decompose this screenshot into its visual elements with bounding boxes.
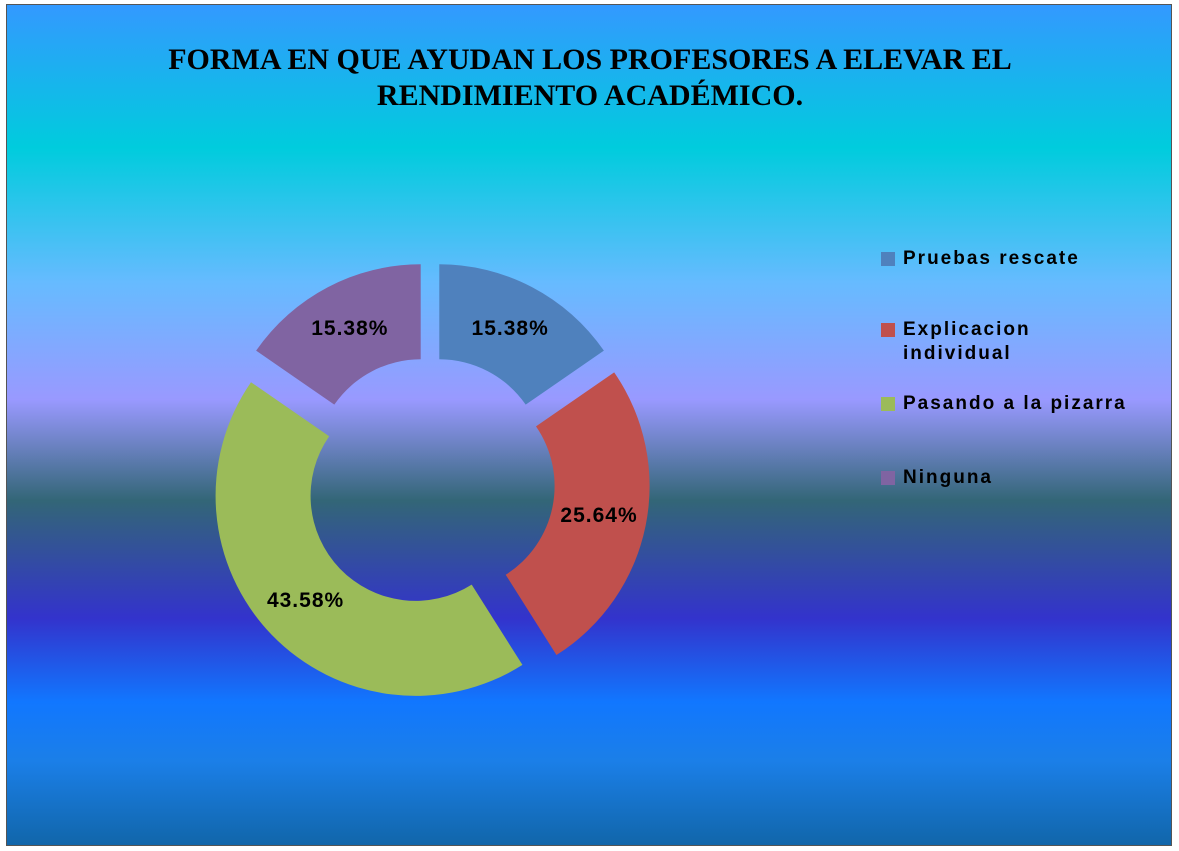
legend-entry: Pasando a la pizarra [881,392,1128,416]
data-label: 15.38% [472,317,549,340]
legend-entry: Explicacion individual [881,318,1128,366]
donut-slice [439,264,604,405]
data-label: 15.38% [311,317,388,340]
legend-swatch [881,252,895,266]
legend-entry: Ninguna [881,466,1128,490]
chart-title: FORMA EN QUE AYUDAN LOS PROFESORES A ELE… [168,43,1012,112]
legend-swatch [881,471,895,485]
legend-label: Pasando a la pizarra [903,393,1127,414]
donut-slice [256,264,421,405]
legend-label: Explicacion individual [903,319,1031,364]
legend-label: Ninguna [903,467,993,488]
data-label: 43.58% [267,589,344,612]
data-label: 25.64% [560,504,637,527]
legend-entry: Pruebas rescate [881,247,1128,271]
donut-slice [505,372,650,656]
donut-slice [215,382,523,696]
legend-swatch [881,397,895,411]
legend-swatch [881,323,895,337]
legend-label: Pruebas rescate [903,248,1080,269]
